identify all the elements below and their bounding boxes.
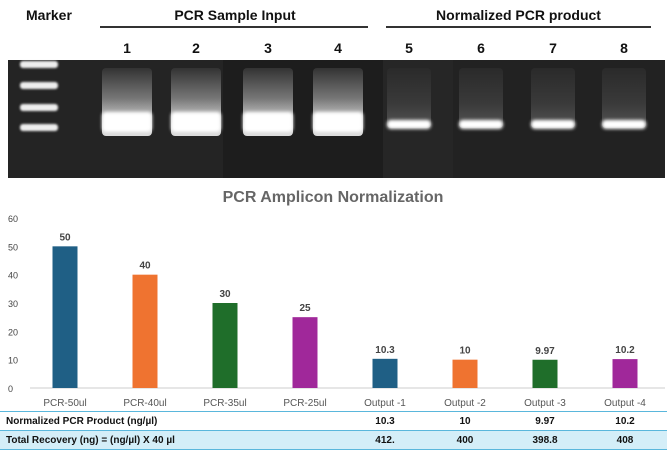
table-row: Normalized PCR Product (ng/µl) 10.3 10 9.97… (0, 412, 667, 430)
data-label: 10 (459, 346, 471, 357)
cell-value: 9.97 (535, 416, 555, 427)
bar (532, 359, 558, 388)
x-tick-label: PCR-50ul (43, 398, 86, 409)
cell-value: 408 (616, 435, 634, 446)
lane-number: 7 (549, 40, 557, 56)
table-rule (0, 411, 667, 412)
cell-value: 398.8 (532, 435, 558, 446)
y-tick-label: 0 (8, 384, 13, 394)
lane-number: 1 (123, 40, 131, 56)
data-label: 10.2 (615, 345, 635, 356)
bar-chart: PCR Amplicon Normalization 0 10 20 30 40 50 60… (8, 189, 665, 409)
bar (452, 359, 478, 388)
x-tick-label: Output -3 (524, 398, 566, 409)
row-label: Normalized PCR Product (ng/µl) (6, 416, 158, 427)
data-label: 40 (139, 261, 151, 272)
cell-value: 10.2 (615, 416, 635, 427)
table-rule (0, 430, 667, 431)
y-tick-label: 10 (8, 356, 18, 366)
group-label-sample-input: PCR Sample Input (174, 7, 296, 23)
bar (372, 358, 398, 388)
lane-number: 8 (620, 40, 628, 56)
cell-value: 412. (375, 435, 395, 446)
x-tick-label: Output -4 (604, 398, 646, 409)
bar (292, 317, 318, 388)
x-tick-label: Output -2 (444, 398, 486, 409)
marker-label: Marker (26, 7, 72, 23)
bar (132, 274, 158, 388)
x-tick-label: PCR-25ul (283, 398, 326, 409)
chart-title: PCR Amplicon Normalization (223, 189, 444, 206)
lane-number: 3 (264, 40, 272, 56)
y-tick-label: 50 (8, 242, 18, 252)
bar (52, 246, 78, 388)
data-label: 50 (59, 232, 71, 243)
x-tick-label: PCR-35ul (203, 398, 246, 409)
cell-value: 400 (456, 435, 474, 446)
data-label: 9.97 (535, 346, 555, 357)
group-rule-1 (100, 26, 368, 28)
bar (212, 303, 238, 388)
y-tick-label: 40 (8, 271, 18, 281)
bar (612, 359, 638, 388)
table-row: Total Recovery (ng) = (ng/µl) X 40 µl 412… (0, 431, 667, 449)
lane-number: 5 (405, 40, 413, 56)
data-label: 25 (299, 303, 311, 314)
data-label: 10.3 (375, 345, 395, 356)
x-tick-label: PCR-40ul (123, 398, 166, 409)
data-label: 30 (219, 289, 231, 300)
row-label: Total Recovery (ng) = (ng/µl) X 40 µl (6, 435, 175, 446)
cell-value: 10.3 (375, 416, 395, 427)
gel-image (8, 60, 665, 178)
table-rule (0, 449, 667, 450)
cell-value: 10 (459, 416, 471, 427)
y-tick-label: 20 (8, 327, 18, 337)
group-rule-2 (386, 26, 651, 28)
y-tick-label: 60 (8, 214, 18, 224)
group-label-normalized: Normalized PCR product (436, 7, 601, 23)
x-tick-label: Output -1 (364, 398, 406, 409)
lane-number: 2 (192, 40, 200, 56)
lane-number: 6 (477, 40, 485, 56)
lane-number: 4 (334, 40, 342, 56)
y-tick-label: 30 (8, 299, 18, 309)
